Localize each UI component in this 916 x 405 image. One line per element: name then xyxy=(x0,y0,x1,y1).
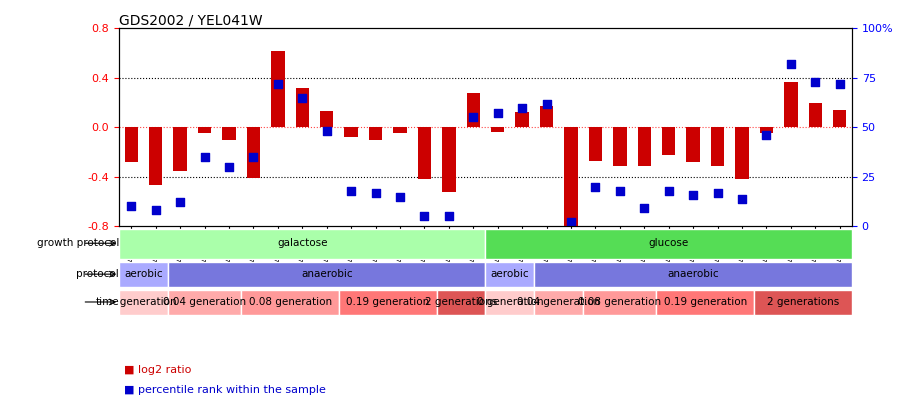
Bar xyxy=(589,127,602,161)
FancyBboxPatch shape xyxy=(754,290,852,315)
Point xyxy=(124,203,138,210)
Bar xyxy=(736,127,748,179)
Text: 0.04 generation: 0.04 generation xyxy=(518,297,600,307)
Text: time: time xyxy=(95,297,119,307)
Bar xyxy=(149,127,162,185)
Text: GDS2002 / YEL041W: GDS2002 / YEL041W xyxy=(119,13,263,27)
Bar xyxy=(393,127,407,134)
Text: anaerobic: anaerobic xyxy=(667,269,719,279)
Bar xyxy=(711,127,725,166)
Point xyxy=(148,207,163,214)
Point xyxy=(637,205,651,212)
FancyBboxPatch shape xyxy=(437,290,485,315)
Point xyxy=(246,154,261,160)
Bar xyxy=(173,127,187,171)
Point xyxy=(686,191,701,198)
FancyBboxPatch shape xyxy=(534,262,852,287)
Text: 0 generation: 0 generation xyxy=(110,297,177,307)
Bar xyxy=(540,106,553,127)
Bar xyxy=(564,127,578,229)
Text: aerobic: aerobic xyxy=(125,269,163,279)
Point xyxy=(442,213,456,220)
FancyBboxPatch shape xyxy=(485,290,534,315)
Bar xyxy=(809,102,822,127)
Text: 2 generations: 2 generations xyxy=(767,297,839,307)
Bar xyxy=(466,93,480,127)
FancyBboxPatch shape xyxy=(485,262,534,287)
Text: ■ percentile rank within the sample: ■ percentile rank within the sample xyxy=(124,385,325,395)
Point xyxy=(808,79,823,85)
Point xyxy=(173,199,188,206)
Text: 0.19 generation: 0.19 generation xyxy=(346,297,430,307)
FancyBboxPatch shape xyxy=(119,290,168,315)
Text: 0.08 generation: 0.08 generation xyxy=(248,297,332,307)
FancyBboxPatch shape xyxy=(339,290,437,315)
Text: growth protocol: growth protocol xyxy=(37,238,119,248)
Bar xyxy=(662,127,675,154)
Point xyxy=(759,132,774,139)
Bar xyxy=(833,110,846,127)
Point xyxy=(661,188,676,194)
FancyBboxPatch shape xyxy=(119,262,168,287)
Bar xyxy=(223,127,235,140)
Point xyxy=(783,61,798,67)
Bar xyxy=(784,81,798,127)
Point xyxy=(270,81,285,87)
Text: galactose: galactose xyxy=(277,238,328,248)
Point xyxy=(197,154,212,160)
Bar xyxy=(296,88,309,127)
Bar xyxy=(442,127,455,192)
Bar xyxy=(638,127,651,166)
FancyBboxPatch shape xyxy=(583,290,657,315)
Point xyxy=(515,104,529,111)
Text: 2 generations: 2 generations xyxy=(425,297,497,307)
FancyBboxPatch shape xyxy=(241,290,339,315)
Bar xyxy=(759,127,773,134)
Point xyxy=(295,94,310,101)
Bar xyxy=(418,127,431,179)
Point xyxy=(222,164,236,170)
Text: protocol: protocol xyxy=(76,269,119,279)
Point xyxy=(466,114,481,121)
Point xyxy=(393,193,408,200)
FancyBboxPatch shape xyxy=(119,228,485,258)
Point xyxy=(735,195,749,202)
Point xyxy=(710,190,725,196)
Point xyxy=(344,188,358,194)
Bar xyxy=(491,127,505,132)
Point xyxy=(833,81,847,87)
Bar xyxy=(344,127,358,137)
Bar xyxy=(516,113,529,127)
Text: 0.08 generation: 0.08 generation xyxy=(578,297,661,307)
Text: glucose: glucose xyxy=(649,238,689,248)
FancyBboxPatch shape xyxy=(657,290,754,315)
Bar xyxy=(198,127,212,134)
Bar xyxy=(686,127,700,162)
Point xyxy=(540,100,554,107)
Bar xyxy=(613,127,627,166)
Point xyxy=(490,110,505,117)
Point xyxy=(417,213,431,220)
Bar xyxy=(320,111,333,127)
Text: 0.19 generation: 0.19 generation xyxy=(664,297,747,307)
Point xyxy=(320,128,334,134)
Text: 0.04 generation: 0.04 generation xyxy=(163,297,246,307)
Bar xyxy=(369,127,382,140)
FancyBboxPatch shape xyxy=(168,262,485,287)
Point xyxy=(588,183,603,190)
Point xyxy=(563,219,578,226)
Point xyxy=(368,190,383,196)
Bar xyxy=(246,127,260,178)
Text: anaerobic: anaerobic xyxy=(300,269,353,279)
Text: aerobic: aerobic xyxy=(491,269,529,279)
FancyBboxPatch shape xyxy=(168,290,241,315)
Point xyxy=(613,188,627,194)
Bar xyxy=(125,127,138,162)
FancyBboxPatch shape xyxy=(485,228,852,258)
FancyBboxPatch shape xyxy=(534,290,583,315)
Text: 0 generation: 0 generation xyxy=(476,297,543,307)
Bar xyxy=(271,51,285,127)
Text: ■ log2 ratio: ■ log2 ratio xyxy=(124,364,191,375)
